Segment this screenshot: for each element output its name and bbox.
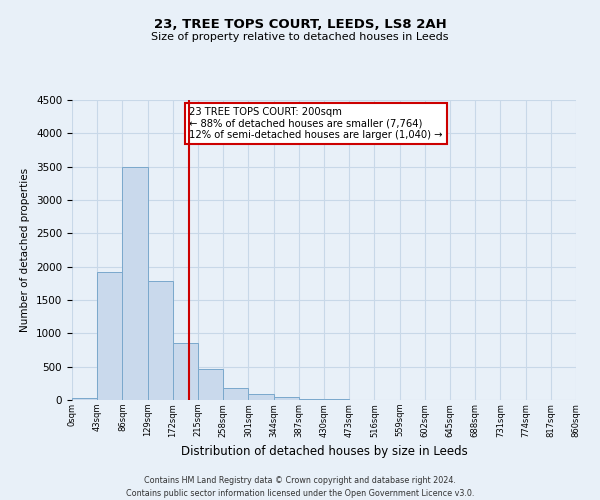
Y-axis label: Number of detached properties: Number of detached properties — [20, 168, 31, 332]
Bar — [274, 397, 299, 400]
Bar — [248, 394, 274, 400]
Bar — [148, 280, 173, 400]
Bar — [72, 398, 97, 400]
Bar — [223, 388, 248, 400]
Text: Contains public sector information licensed under the Open Government Licence v3: Contains public sector information licen… — [126, 489, 474, 498]
Text: Size of property relative to detached houses in Leeds: Size of property relative to detached ho… — [151, 32, 449, 42]
Bar — [198, 370, 223, 400]
Text: Contains HM Land Registry data © Crown copyright and database right 2024.: Contains HM Land Registry data © Crown c… — [144, 476, 456, 485]
Bar — [97, 272, 122, 400]
Bar — [122, 166, 148, 400]
Text: 23 TREE TOPS COURT: 200sqm
← 88% of detached houses are smaller (7,764)
12% of s: 23 TREE TOPS COURT: 200sqm ← 88% of deta… — [189, 106, 443, 140]
X-axis label: Distribution of detached houses by size in Leeds: Distribution of detached houses by size … — [181, 445, 467, 458]
Bar — [299, 398, 324, 400]
Bar — [173, 342, 198, 400]
Text: 23, TREE TOPS COURT, LEEDS, LS8 2AH: 23, TREE TOPS COURT, LEEDS, LS8 2AH — [154, 18, 446, 30]
